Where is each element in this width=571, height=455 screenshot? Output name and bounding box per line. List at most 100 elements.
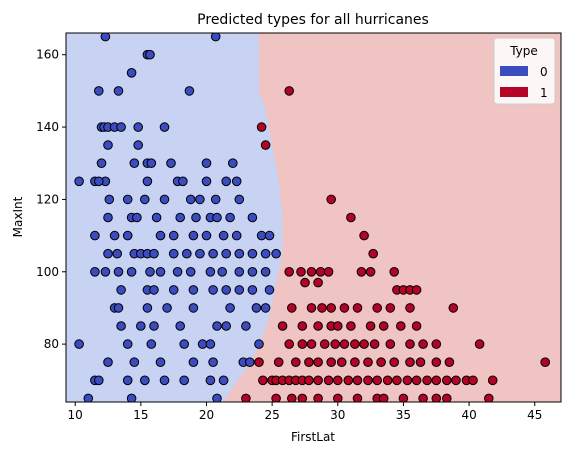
point-type-1 — [258, 375, 268, 386]
point-type-1 — [444, 357, 455, 368]
point-type-0 — [104, 194, 115, 205]
point-type-0 — [113, 86, 124, 96]
point-type-0 — [212, 321, 222, 331]
point-type-1 — [313, 277, 323, 288]
point-type-0 — [145, 49, 155, 60]
point-type-1 — [291, 357, 301, 368]
point-type-0 — [201, 230, 212, 241]
point-type-1 — [313, 393, 323, 402]
point-type-0 — [122, 194, 133, 205]
point-type-1 — [350, 357, 360, 368]
point-type-0 — [155, 267, 166, 277]
point-type-1 — [369, 339, 380, 349]
point-type-1 — [297, 339, 308, 349]
point-type-1 — [385, 303, 396, 313]
point-type-1 — [389, 267, 400, 277]
point-type-0 — [90, 230, 100, 241]
point-type-1 — [326, 357, 337, 368]
point-type-0 — [231, 230, 242, 241]
point-type-0 — [113, 267, 124, 277]
point-type-1 — [402, 375, 413, 386]
point-type-0 — [247, 212, 258, 223]
point-type-1 — [372, 303, 383, 313]
point-type-0 — [149, 321, 159, 331]
point-type-0 — [83, 393, 94, 402]
point-type-0 — [247, 285, 258, 295]
point-type-1 — [365, 267, 376, 277]
point-type-0 — [178, 176, 188, 187]
x-axis-ticks: 10 15 20 25 30 35 40 45 — [68, 402, 542, 422]
point-type-0 — [162, 303, 172, 313]
point-type-1 — [330, 339, 341, 349]
point-type-1 — [339, 303, 350, 313]
point-type-0 — [241, 321, 251, 331]
point-type-0 — [103, 212, 113, 223]
point-type-0 — [179, 339, 189, 349]
point-type-0 — [188, 285, 199, 295]
point-type-1 — [313, 357, 323, 368]
point-type-0 — [168, 230, 179, 241]
point-type-1 — [306, 339, 317, 349]
point-type-0 — [195, 194, 205, 205]
x-tick-label: 10 — [68, 408, 83, 422]
point-type-1 — [315, 267, 326, 277]
point-type-1 — [346, 212, 356, 223]
point-type-0 — [103, 140, 113, 150]
point-type-0 — [218, 230, 229, 241]
point-type-1 — [352, 393, 363, 402]
point-type-1 — [277, 321, 288, 331]
point-type-0 — [260, 303, 271, 313]
point-type-0 — [96, 158, 107, 168]
point-type-1 — [411, 321, 422, 331]
point-type-0 — [159, 122, 170, 132]
point-type-1 — [284, 339, 295, 349]
point-type-1 — [350, 339, 360, 349]
point-type-0 — [94, 375, 104, 386]
point-type-0 — [122, 230, 133, 241]
point-type-0 — [94, 176, 104, 187]
point-type-0 — [109, 230, 120, 241]
point-type-0 — [159, 194, 170, 205]
point-type-1 — [297, 321, 308, 331]
point-type-0 — [208, 285, 218, 295]
point-type-0 — [245, 357, 255, 368]
point-type-0 — [140, 375, 150, 386]
point-type-1 — [418, 393, 428, 402]
point-type-1 — [376, 357, 386, 368]
point-type-0 — [129, 357, 140, 368]
point-type-1 — [319, 339, 330, 349]
point-type-1 — [323, 375, 334, 386]
point-type-1 — [431, 339, 442, 349]
point-type-0 — [221, 321, 231, 331]
y-axis-ticks: 80 100 120 140 160 — [36, 48, 66, 351]
point-type-0 — [228, 158, 238, 168]
point-type-0 — [221, 285, 231, 295]
point-type-1 — [260, 140, 271, 150]
point-type-0 — [90, 267, 100, 277]
legend-title: Type — [509, 44, 538, 58]
point-type-0 — [133, 122, 143, 132]
point-type-0 — [234, 267, 245, 277]
point-type-0 — [234, 248, 245, 259]
point-type-0 — [231, 176, 242, 187]
point-type-0 — [122, 375, 133, 386]
legend: Type 0 1 — [493, 37, 556, 105]
point-type-1 — [411, 375, 422, 386]
point-type-1 — [415, 357, 426, 368]
point-type-0 — [126, 68, 137, 78]
point-type-1 — [442, 375, 452, 386]
point-type-0 — [188, 303, 199, 313]
plot-frame — [65, 32, 562, 403]
y-axis-label: MaxInt — [11, 196, 25, 237]
point-type-1 — [273, 357, 284, 368]
point-type-1 — [431, 393, 442, 402]
point-type-0 — [175, 321, 185, 331]
point-type-0 — [116, 285, 126, 295]
point-type-0 — [225, 212, 235, 223]
x-tick-label: 30 — [330, 408, 345, 422]
point-type-1 — [368, 248, 379, 259]
point-type-1 — [284, 267, 295, 277]
point-type-0 — [159, 375, 170, 386]
point-type-1 — [398, 393, 409, 402]
point-type-0 — [221, 248, 231, 259]
